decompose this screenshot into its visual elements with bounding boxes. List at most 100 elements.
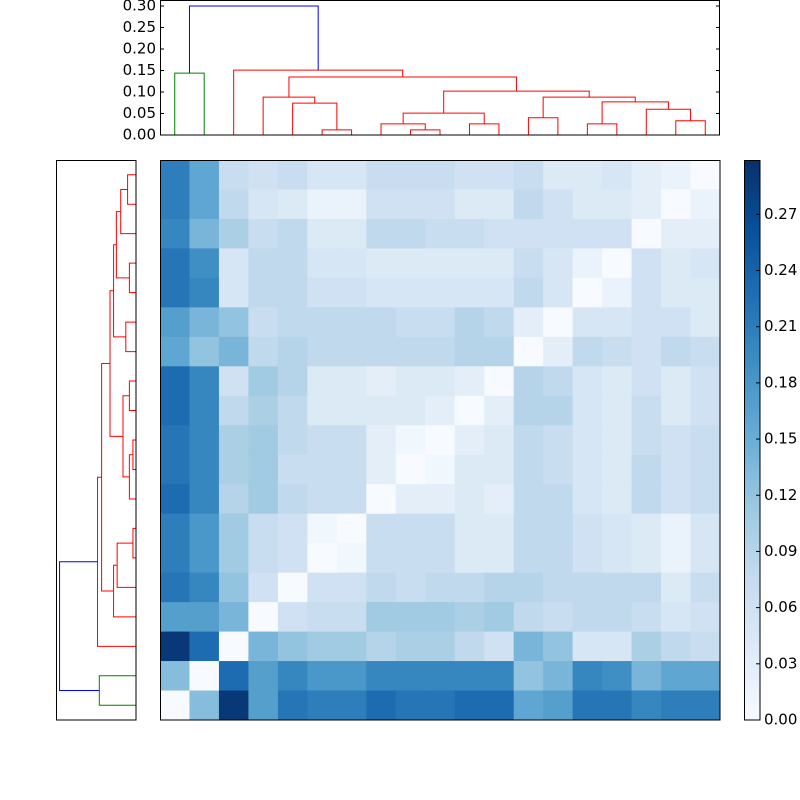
- colorbar-step: [744, 668, 760, 673]
- heatmap-cell: [160, 366, 190, 397]
- heatmap-cell: [336, 248, 367, 279]
- heatmap-cell: [248, 248, 279, 279]
- colorbar-step: [744, 384, 760, 389]
- heatmap-cell: [513, 366, 544, 397]
- heatmap-cell: [218, 454, 249, 485]
- colorbar-step: [744, 460, 760, 465]
- colorbar-step: [744, 396, 760, 401]
- heatmap-cell: [307, 513, 338, 544]
- heatmap-cell: [631, 189, 662, 220]
- heatmap-cell: [631, 543, 662, 574]
- colorbar-step: [744, 352, 760, 357]
- heatmap-cell: [248, 661, 279, 691]
- colorbar-step: [744, 608, 760, 613]
- heatmap-cell: [661, 543, 691, 574]
- colorbar-step: [744, 496, 760, 501]
- heatmap-cell: [454, 631, 485, 662]
- heatmap-cell: [690, 366, 721, 397]
- heatmap-cell: [543, 160, 574, 190]
- heatmap-cell: [425, 631, 456, 662]
- heatmap-cell: [307, 307, 338, 338]
- heatmap-cell: [189, 513, 220, 544]
- heatmap-cell: [160, 336, 190, 367]
- heatmap-cell: [454, 454, 485, 485]
- heatmap-cell: [513, 160, 544, 190]
- heatmap-frame: [160, 160, 721, 721]
- heatmap-cell: [631, 395, 662, 426]
- colorbar-step: [744, 636, 760, 641]
- heatmap-cell: [602, 366, 632, 397]
- left-dendrogram-link: [128, 380, 136, 412]
- heatmap-cell: [366, 513, 397, 544]
- heatmap-cell: [218, 366, 249, 397]
- top-dendrogram-link: [586, 123, 618, 135]
- top-dendrogram-link: [443, 90, 590, 114]
- heatmap-cell: [484, 543, 515, 574]
- heatmap-cell: [160, 484, 190, 515]
- heatmap-cell: [661, 366, 691, 397]
- heatmap-cell: [336, 543, 367, 574]
- heatmap-cell: [454, 307, 485, 338]
- colorbar-step: [744, 480, 760, 485]
- left-dendrogram-link: [120, 188, 136, 235]
- heatmap-cell: [513, 395, 544, 426]
- colorbar-step: [744, 428, 760, 433]
- heatmap-cell: [160, 513, 190, 544]
- left-dendrogram-link: [113, 244, 126, 338]
- heatmap-cell: [189, 277, 220, 308]
- heatmap-cell: [572, 543, 603, 574]
- heatmap-cell: [543, 484, 574, 515]
- heatmap-cell: [218, 543, 249, 574]
- heatmap-cell: [218, 690, 249, 721]
- colorbar-step: [744, 564, 760, 569]
- heatmap-cell: [690, 513, 721, 544]
- heatmap-cell: [454, 661, 485, 691]
- colorbar-step: [744, 516, 760, 521]
- heatmap-cell: [425, 543, 456, 574]
- heatmap-cell: [484, 336, 515, 367]
- heatmap-cell: [513, 189, 544, 220]
- colorbar-step: [744, 284, 760, 289]
- heatmap-cell: [690, 277, 721, 308]
- heatmap-cell: [484, 484, 515, 515]
- heatmap-cell: [690, 218, 721, 249]
- top-dendrogram-link: [174, 72, 205, 135]
- heatmap-cell: [425, 395, 456, 426]
- heatmap-cell: [513, 513, 544, 544]
- heatmap-cell: [395, 661, 426, 691]
- heatmap-cell: [572, 425, 603, 456]
- colorbar-step: [744, 656, 760, 661]
- heatmap-cell: [248, 513, 279, 544]
- heatmap-cell: [631, 690, 662, 721]
- heatmap-cell: [307, 248, 338, 279]
- heatmap-cell: [366, 454, 397, 485]
- colorbar-step: [744, 200, 760, 205]
- heatmap-cell: [277, 160, 308, 190]
- heatmap-cell: [572, 572, 603, 603]
- heatmap-cell: [366, 602, 397, 632]
- heatmap-cell: [189, 160, 220, 190]
- heatmap-cell: [189, 690, 220, 721]
- heatmap-cell: [513, 307, 544, 338]
- heatmap-cell: [218, 277, 249, 308]
- heatmap-cell: [425, 513, 456, 544]
- heatmap-cell: [307, 160, 338, 190]
- heatmap-cell: [661, 484, 691, 515]
- heatmap-cell: [395, 543, 426, 574]
- heatmap-cell: [189, 425, 220, 456]
- heatmap-cell: [189, 631, 220, 662]
- heatmap-cell: [277, 218, 308, 249]
- colorbar-step: [744, 336, 760, 341]
- y-tick-label: 0.30: [123, 0, 156, 15]
- heatmap-cell: [631, 661, 662, 691]
- heatmap-cell: [366, 425, 397, 456]
- heatmap-cell: [366, 690, 397, 721]
- heatmap-cell: [454, 218, 485, 249]
- heatmap-cell: [572, 484, 603, 515]
- heatmap-cell: [484, 631, 515, 662]
- heatmap-cell: [189, 189, 220, 220]
- heatmap-cell: [661, 631, 691, 662]
- heatmap-cell: [454, 572, 485, 603]
- colorbar-step: [744, 316, 760, 321]
